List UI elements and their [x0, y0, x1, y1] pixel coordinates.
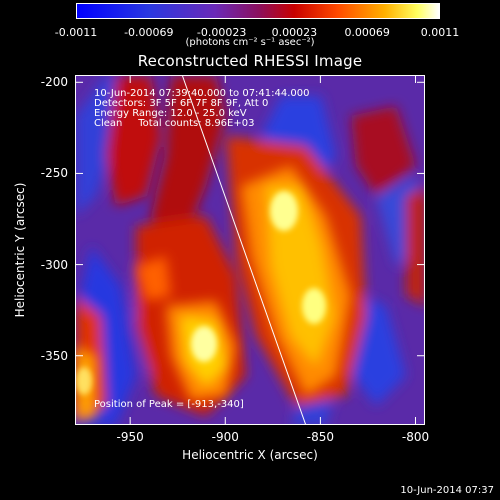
y-axis-label: Heliocentric Y (arcsec): [13, 182, 27, 318]
colorbar-tick-label: -0.0011: [54, 26, 98, 39]
x-tick-label: -950: [116, 430, 144, 444]
annotation-line: Detectors: 3F 5F 6F 7F 8F 9F, Att 0: [94, 98, 269, 109]
timestamp: 10-Jun-2014 07:37: [400, 485, 494, 496]
colorbar: [76, 3, 440, 19]
solar-limb-line: [182, 76, 306, 424]
colorbar-tick-label: -0.00023: [196, 26, 247, 39]
annotation-line: Energy Range: 12.0 - 25.0 keV: [94, 108, 247, 119]
colorbar-tick-label: 0.0011: [420, 26, 460, 39]
x-tick-label: -800: [401, 430, 430, 444]
plot-area: [75, 75, 425, 425]
colorbar-tick-label: 0.00069: [344, 26, 390, 39]
chart-title: Reconstructed RHESSI Image: [137, 52, 363, 70]
x-axis-label: Heliocentric X (arcsec): [182, 448, 318, 462]
y-tick-label: -350: [40, 348, 68, 363]
y-tick-label: -200: [40, 75, 68, 90]
annotation-line: Clean Total counts: 8.96E+03: [94, 118, 255, 129]
colorbar-unit-label: (photons cm⁻² s⁻¹ asec⁻²): [185, 37, 315, 48]
y-tick-label: -300: [40, 257, 68, 272]
colorbar-tick-label: -0.00069: [124, 26, 174, 39]
annotation-line: 10-Jun-2014 07:39:40.000 to 07:41:44.000: [94, 88, 310, 99]
heatmap-image: [76, 76, 424, 424]
x-tick-label: -900: [211, 430, 239, 444]
colorbar-tick-label: 0.00023: [271, 26, 318, 39]
peak-position-label: Position of Peak = [-913,-340]: [94, 399, 244, 410]
x-tick-label: -850: [306, 430, 334, 444]
y-tick-label: -250: [40, 166, 68, 181]
